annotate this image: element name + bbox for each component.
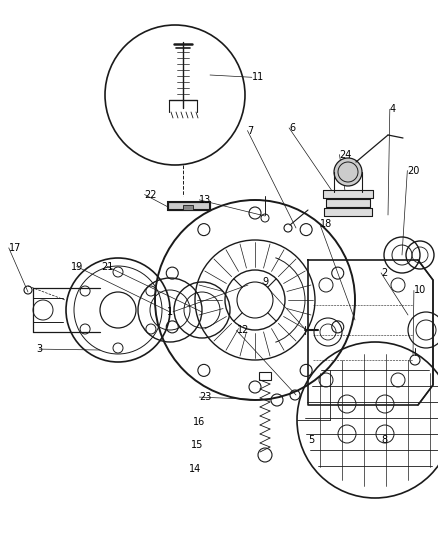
Text: 5: 5 [308,435,314,445]
Circle shape [334,158,362,186]
Text: 17: 17 [9,243,21,253]
Text: 8: 8 [381,435,387,445]
Bar [324,208,372,216]
Bar [259,372,271,380]
Bar [324,208,372,216]
Text: 14: 14 [189,464,201,474]
Text: 23: 23 [199,392,212,402]
Text: 11: 11 [252,72,264,82]
Text: 24: 24 [339,150,352,159]
Text: 7: 7 [247,126,254,135]
Bar [168,202,210,210]
Text: 10: 10 [414,286,426,295]
Text: 4: 4 [390,104,396,114]
Bar [183,205,193,210]
Text: 2: 2 [381,268,387,278]
Text: 6: 6 [289,123,295,133]
Bar [326,199,370,207]
Bar [323,190,373,198]
Text: 1: 1 [167,307,173,317]
Bar [326,199,370,207]
Text: 12: 12 [237,326,249,335]
Text: 15: 15 [191,440,203,450]
Bar [323,190,373,198]
Text: 16: 16 [193,417,205,427]
Text: 21: 21 [101,262,113,271]
Text: 9: 9 [263,278,269,287]
Text: 13: 13 [199,195,212,205]
Text: 3: 3 [36,344,42,354]
Text: 20: 20 [407,166,420,175]
Text: 22: 22 [145,190,157,199]
Text: 18: 18 [320,219,332,229]
Bar [168,202,210,210]
Text: 19: 19 [71,262,83,271]
